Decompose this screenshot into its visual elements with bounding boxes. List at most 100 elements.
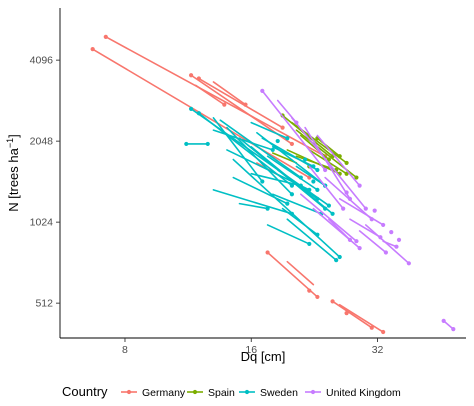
data-point	[90, 47, 95, 52]
data-point	[344, 171, 349, 176]
y-axis-title-end: ]	[6, 134, 21, 138]
data-point	[265, 250, 270, 255]
series-line	[198, 77, 284, 129]
series-line	[104, 36, 326, 158]
data-point	[205, 141, 210, 147]
data-point	[315, 167, 320, 173]
series-line	[300, 193, 358, 243]
data-point	[451, 327, 456, 332]
data-point	[323, 206, 328, 211]
y-axis-title-base: N [trees ha	[6, 147, 21, 211]
series-line	[212, 189, 293, 215]
data-point	[347, 196, 353, 201]
data-point	[289, 141, 295, 147]
series-line	[338, 303, 384, 333]
series-line	[442, 320, 455, 330]
data-point	[285, 136, 290, 141]
x-tick-label: 16	[245, 344, 257, 356]
data-point	[188, 106, 194, 111]
y-axis-title: N [trees ha−1]	[5, 134, 21, 211]
series-line	[295, 165, 326, 187]
data-point	[289, 192, 295, 197]
series-line	[226, 126, 293, 196]
series-line	[238, 202, 269, 210]
y-axis: 512 1024 2048 4096	[30, 55, 60, 310]
data-point	[369, 217, 374, 222]
data-point	[369, 325, 374, 330]
series-line	[250, 121, 289, 140]
series-line	[232, 158, 341, 258]
data-point	[337, 254, 342, 260]
series-line	[281, 207, 319, 236]
data-point	[222, 102, 227, 107]
series-line	[219, 119, 302, 179]
data-point	[344, 190, 349, 195]
data-point	[357, 246, 362, 251]
data-point	[323, 167, 328, 173]
data-point	[289, 211, 295, 216]
data-point	[275, 138, 280, 144]
data-point	[188, 73, 194, 78]
series-line	[358, 230, 387, 254]
data-point	[307, 187, 312, 192]
data-point	[315, 196, 320, 201]
series-line	[300, 134, 330, 161]
legend-label: United Kingdom	[326, 387, 401, 399]
data-point	[381, 329, 386, 335]
data-point	[396, 237, 402, 242]
legend-label: Germany	[142, 387, 186, 399]
plot-area	[90, 34, 456, 335]
series-line	[212, 81, 247, 106]
data-point	[344, 311, 349, 316]
data-point	[378, 235, 383, 240]
data-point	[289, 183, 295, 188]
data-point	[326, 203, 331, 208]
legend-key-point	[244, 389, 250, 395]
data-point	[196, 111, 201, 116]
series-line	[312, 207, 361, 249]
data-point	[103, 34, 108, 39]
data-point	[307, 241, 312, 247]
data-point	[354, 175, 359, 180]
series-line	[382, 240, 398, 248]
series-line	[91, 48, 311, 179]
data-point	[285, 201, 290, 206]
x-tick-label: 8	[122, 344, 128, 356]
data-point	[330, 299, 335, 304]
series-sweden	[184, 106, 342, 263]
data-point	[298, 175, 303, 180]
legend-item-united-kingdom: United Kingdom	[305, 387, 401, 399]
series-line	[308, 165, 344, 210]
series-line	[331, 300, 373, 329]
series-germany	[90, 34, 386, 335]
data-point	[311, 179, 316, 184]
legend-title: Country	[62, 384, 108, 399]
data-point	[294, 120, 299, 125]
y-tick-label: 4096	[30, 55, 54, 67]
series-line	[271, 146, 315, 168]
legend-item-spain: Spain	[187, 387, 235, 399]
series-line	[304, 126, 351, 200]
x-axis-title: Dq [cm]	[241, 349, 286, 364]
series-line	[364, 224, 410, 265]
data-point	[260, 88, 265, 93]
series-line	[316, 134, 361, 187]
data-point	[315, 187, 320, 192]
data-point	[280, 125, 285, 130]
data-point	[341, 206, 346, 211]
data-point	[184, 141, 189, 147]
data-point	[315, 294, 320, 300]
data-point	[389, 230, 394, 235]
data-point	[381, 222, 386, 228]
series-line	[266, 155, 319, 191]
series-line	[316, 137, 341, 158]
data-point	[243, 102, 248, 107]
data-point	[334, 258, 339, 263]
series-line	[338, 198, 384, 226]
series-line	[271, 193, 323, 215]
data-point	[394, 244, 399, 249]
data-point	[307, 288, 312, 293]
data-point	[298, 183, 303, 188]
data-point	[330, 211, 335, 216]
legend-label: Spain	[208, 387, 235, 399]
